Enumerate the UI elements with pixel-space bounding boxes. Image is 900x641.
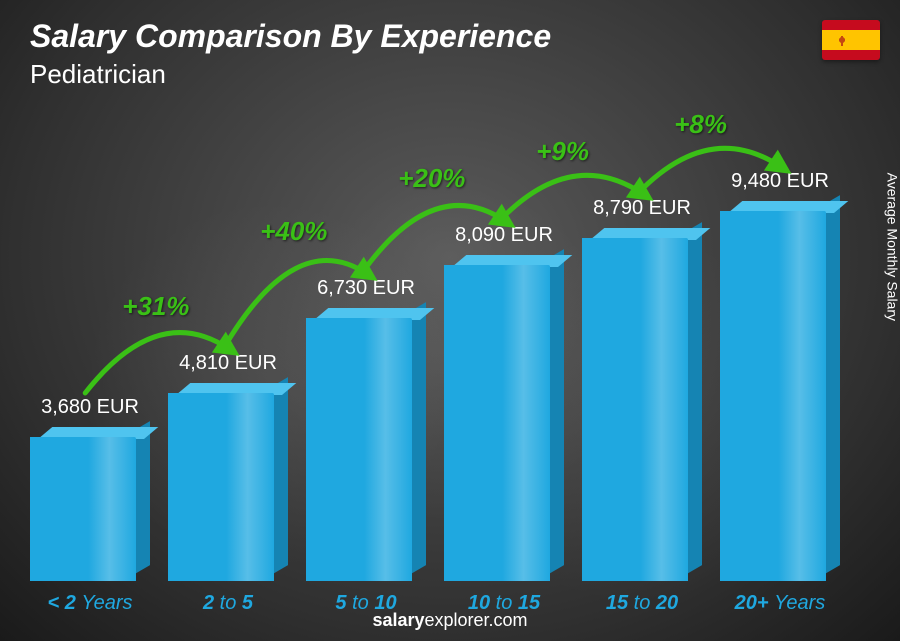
growth-arc [499,175,643,221]
arc-overlay [30,120,840,581]
growth-arc [637,148,781,194]
growth-arc [85,333,229,393]
country-flag-icon [822,20,880,60]
chart-subtitle: Pediatrician [30,59,551,90]
growth-arc [361,206,505,274]
y-axis-label: Average Monthly Salary [884,172,900,320]
footer-brand-bold: salary [372,610,424,630]
footer-attribution: salaryexplorer.com [0,610,900,631]
growth-arc [223,261,367,349]
chart-title: Salary Comparison By Experience [30,18,551,55]
chart-header: Salary Comparison By Experience Pediatri… [30,18,551,90]
bar-chart: 3,680 EUR< 2 Years4,810 EUR2 to 56,730 E… [30,120,840,581]
footer-brand-rest: explorer.com [425,610,528,630]
